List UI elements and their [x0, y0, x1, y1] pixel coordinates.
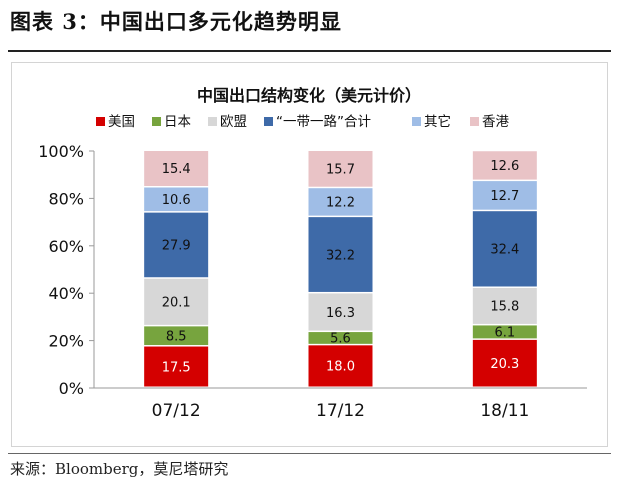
bar-segment — [144, 346, 209, 387]
y-tick-label: 100% — [38, 142, 84, 161]
data-label: 8.5 — [166, 329, 187, 344]
chart-frame: 中国出口结构变化（美元计价） 美国 日本 欧盟 “一带一路”合计 其它 香港 0% 20% 4… — [11, 62, 608, 447]
legend-swatch — [96, 117, 105, 126]
data-label: 20.1 — [162, 296, 191, 311]
bar-segment — [308, 332, 373, 344]
x-tick-label: 18/11 — [480, 401, 529, 421]
data-label: 32.2 — [326, 248, 355, 263]
legend-label: 日本 — [164, 114, 191, 130]
data-label: 16.3 — [326, 306, 355, 321]
data-label: 15.4 — [162, 162, 191, 177]
data-label: 18.0 — [326, 360, 355, 375]
bar-segment — [144, 187, 209, 212]
bar-segment — [308, 151, 373, 187]
chart-title: 中国出口结构变化（美元计价） — [197, 86, 421, 105]
bar-segment — [144, 326, 209, 346]
data-label: 12.6 — [490, 159, 519, 174]
bar-segment — [144, 212, 209, 278]
data-label: 15.7 — [326, 163, 355, 178]
x-axis: 07/12 17/12 18/11 — [94, 387, 587, 421]
data-label: 27.9 — [162, 239, 191, 254]
y-tick-label: 20% — [48, 332, 84, 351]
source-rule — [8, 453, 611, 454]
data-label: 5.6 — [330, 332, 351, 347]
data-label: 12.2 — [326, 196, 355, 211]
bar-segment — [144, 151, 209, 186]
data-label: 32.4 — [490, 243, 519, 258]
bar-segment — [472, 325, 537, 339]
title-rule — [8, 50, 611, 52]
legend-label: “一带一路”合计 — [276, 114, 371, 130]
x-tick-label: 17/12 — [316, 401, 365, 421]
y-tick-label: 60% — [48, 237, 84, 256]
bar-segment — [472, 181, 537, 210]
bar-segment — [308, 217, 373, 292]
bar-segment — [308, 345, 373, 387]
data-label: 6.1 — [494, 326, 515, 341]
legend: 美国 日本 欧盟 “一带一路”合计 其它 香港 — [96, 113, 509, 130]
figure-title: 图表 3：中国出口多元化趋势明显 — [10, 9, 342, 34]
legend-swatch — [412, 117, 421, 126]
data-label: 20.3 — [490, 357, 519, 372]
legend-label: 欧盟 — [220, 114, 247, 130]
source-note: 来源：Bloomberg，莫尼塔研究 — [10, 460, 229, 478]
legend-swatch — [264, 117, 273, 126]
bars: 17.5 8.5 20.1 27.9 10.6 15.4 18.0 5.6 16.3 32.2 12… — [144, 151, 537, 387]
legend-label: 其它 — [424, 113, 451, 130]
y-tick-label: 0% — [59, 379, 84, 398]
data-label: 12.7 — [490, 189, 519, 204]
bar-segment — [472, 287, 537, 324]
data-label: 15.8 — [490, 300, 519, 315]
bar-segment — [472, 211, 537, 287]
stacked-bar-chart: 中国出口结构变化（美元计价） 美国 日本 欧盟 “一带一路”合计 其它 香港 0% 20% 4… — [38, 86, 587, 421]
data-label: 10.6 — [162, 193, 191, 208]
y-tick-label: 40% — [48, 284, 84, 303]
bar-segment — [308, 293, 373, 331]
legend-label: 香港 — [482, 114, 509, 130]
bar-segment — [472, 151, 537, 180]
y-tick-label: 80% — [48, 189, 84, 208]
bar-segment — [308, 188, 373, 216]
legend-swatch — [208, 117, 217, 126]
bar-segment — [472, 339, 537, 387]
legend-swatch — [152, 117, 161, 126]
x-tick-label: 07/12 — [152, 401, 201, 421]
legend-swatch — [470, 117, 479, 126]
legend-label: 美国 — [108, 114, 135, 130]
bar-segment — [144, 278, 209, 325]
y-axis: 0% 20% 40% 60% 80% 100% — [38, 142, 95, 398]
data-label: 17.5 — [162, 360, 191, 375]
